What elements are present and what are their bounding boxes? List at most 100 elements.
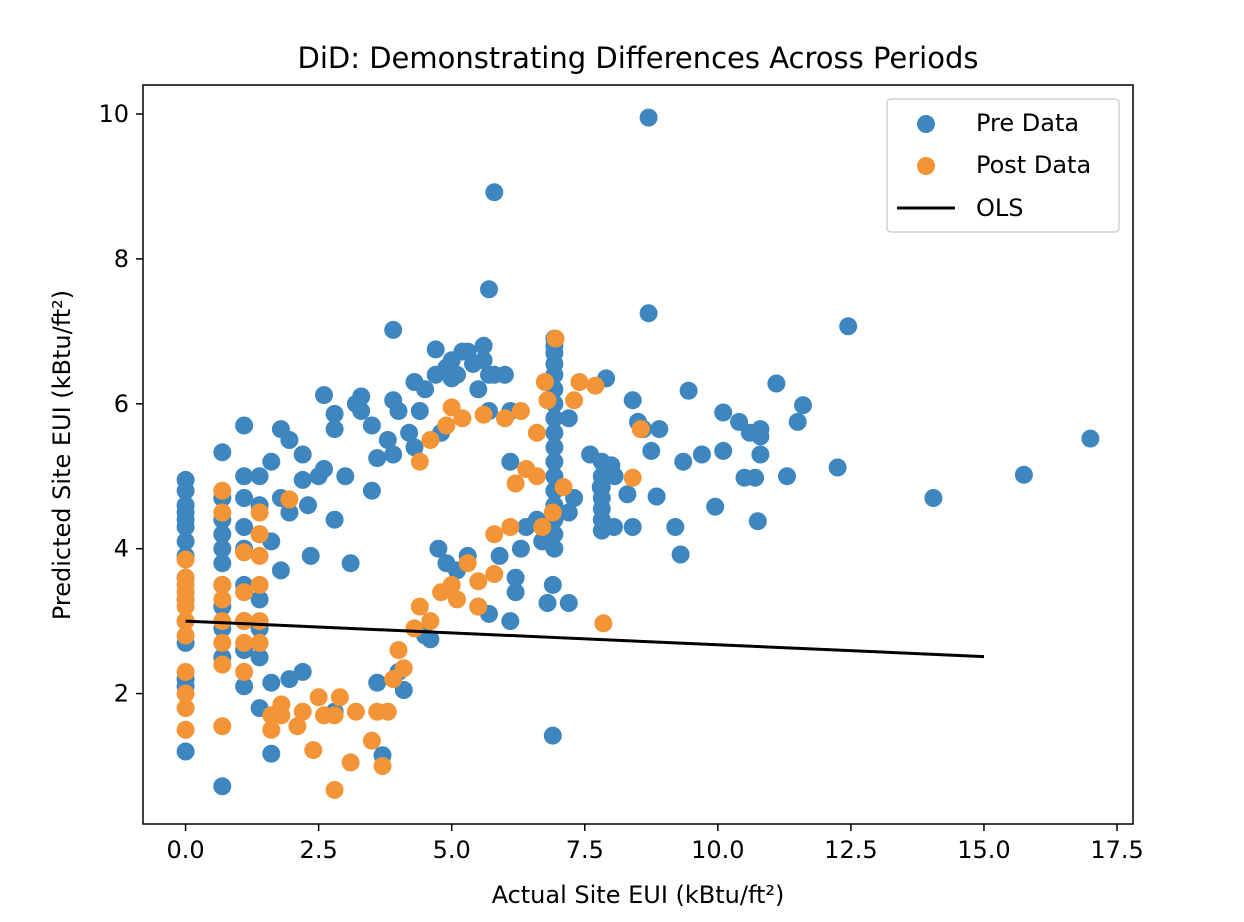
- y-tick-label-0: 2: [114, 680, 129, 708]
- post-data-point-32: [262, 720, 281, 739]
- post-data-point-0: [176, 550, 195, 569]
- pre-data-point-195: [480, 280, 498, 299]
- pre-data-point-181: [748, 512, 767, 531]
- x-tick-label-1: 2.5: [300, 836, 338, 864]
- post-data-point-39: [309, 688, 328, 707]
- post-data-point-61: [469, 597, 488, 616]
- post-data-point-24: [235, 662, 254, 681]
- post-data-point-65: [506, 474, 525, 493]
- pre-data-point-171: [674, 452, 693, 471]
- pre-data-point-123: [543, 726, 562, 745]
- pre-data-point-59: [315, 460, 333, 478]
- pre-data-point-73: [368, 673, 387, 692]
- post-data-point-71: [527, 423, 546, 442]
- post-data-point-55: [421, 612, 440, 631]
- pre-data-point-191: [924, 489, 943, 507]
- post-data-point-62: [485, 565, 504, 583]
- post-data-point-36: [288, 717, 307, 736]
- post-data-point-54: [410, 597, 429, 616]
- post-data-point-8: [176, 662, 195, 681]
- post-data-point-85: [511, 402, 530, 420]
- legend-post-marker: [917, 157, 935, 175]
- post-data-point-28: [250, 575, 269, 594]
- legend-pre-label: Pre Data: [976, 109, 1079, 137]
- pre-data-point-15: [213, 443, 232, 462]
- post-data-point-58: [448, 590, 466, 609]
- pre-data-point-79: [389, 402, 408, 420]
- pre-data-point-116: [506, 568, 525, 587]
- pre-data-point-186: [778, 467, 796, 486]
- pre-data-point-158: [592, 521, 611, 540]
- pre-data-point-54: [293, 662, 312, 681]
- pre-data-point-44: [262, 673, 281, 692]
- pre-data-point-175: [714, 441, 733, 460]
- pre-data-point-174: [706, 497, 725, 516]
- pre-data-point-86: [416, 380, 435, 399]
- pre-data-point-60: [325, 404, 344, 423]
- post-data-point-29: [250, 612, 269, 631]
- pre-data-point-27: [235, 467, 254, 486]
- x-axis-label: Actual Site EUI (kBtu/ft²): [492, 881, 785, 909]
- pre-data-point-65: [336, 467, 355, 486]
- pre-data-point-117: [506, 583, 525, 602]
- post-data-point-25: [250, 503, 269, 522]
- pre-data-point-152: [592, 452, 611, 471]
- y-tick-label-3: 8: [114, 245, 129, 273]
- pre-data-point-25: [213, 777, 232, 796]
- pre-data-point-1: [176, 481, 195, 500]
- post-data-point-64: [501, 518, 520, 536]
- x-tick-label-2: 5.0: [433, 836, 471, 864]
- pre-data-point-35: [250, 467, 269, 486]
- post-data-point-70: [554, 478, 573, 497]
- pre-data-point-6: [176, 532, 195, 551]
- post-data-point-53: [405, 619, 424, 638]
- pre-data-point-165: [639, 304, 658, 323]
- post-data-point-83: [474, 405, 493, 424]
- pre-data-point-62: [325, 510, 344, 529]
- post-data-point-87: [421, 431, 440, 449]
- pre-data-point-75: [378, 431, 397, 449]
- x-tick-label-7: 17.5: [1090, 836, 1143, 864]
- y-tick-label-2: 6: [114, 390, 129, 418]
- pre-data-point-176: [714, 403, 733, 422]
- pre-data-point-58: [315, 386, 333, 405]
- pre-data-point-55: [299, 496, 317, 515]
- pre-data-point-18: [213, 525, 232, 544]
- pre-data-point-159: [618, 485, 637, 504]
- post-data-point-12: [213, 481, 232, 500]
- pre-data-point-26: [235, 416, 254, 435]
- ols-series: [185, 619, 985, 659]
- post-data-point-60: [469, 572, 488, 591]
- x-tick-label-4: 10.0: [691, 836, 744, 864]
- x-axis-ticks: 0.0 2.5 5.0 7.5 10.0 12.5 15.0 17.5: [166, 824, 1144, 864]
- pre-data-point-48: [271, 561, 290, 580]
- post-data-point-16: [213, 612, 232, 631]
- post-data-point-78: [594, 614, 613, 633]
- pre-data-point-107: [495, 365, 514, 384]
- pre-data-point-142: [545, 539, 564, 558]
- post-data-point-5: [176, 597, 195, 616]
- pre-data-point-53: [293, 470, 312, 489]
- post-data-point-52: [394, 659, 413, 678]
- axes-frame: [142, 84, 1134, 825]
- x-tick-label-0: 0.0: [166, 836, 204, 864]
- post-data-point-18: [213, 655, 232, 674]
- pre-data-point-68: [352, 387, 371, 406]
- post-data-point-41: [325, 706, 344, 725]
- x-tick-label-6: 15.0: [957, 836, 1010, 864]
- pre-data-point-51: [280, 670, 299, 689]
- pre-data-point-71: [362, 481, 381, 500]
- post-data-point-51: [389, 641, 408, 660]
- post-data-point-72: [538, 391, 557, 410]
- pre-data-point-38: [250, 590, 269, 609]
- post-data-point-38: [304, 741, 323, 760]
- pre-data-point-84: [405, 438, 424, 457]
- legend-ols-label: OLS: [976, 194, 1024, 222]
- post-data-point-15: [213, 590, 232, 609]
- pre-data-point-184: [751, 420, 770, 439]
- pre-data-point-56: [301, 546, 320, 565]
- post-data-point-68: [533, 518, 552, 536]
- legend: Pre Data Post Data OLS: [886, 98, 1120, 233]
- pre-data-point-187: [788, 412, 807, 431]
